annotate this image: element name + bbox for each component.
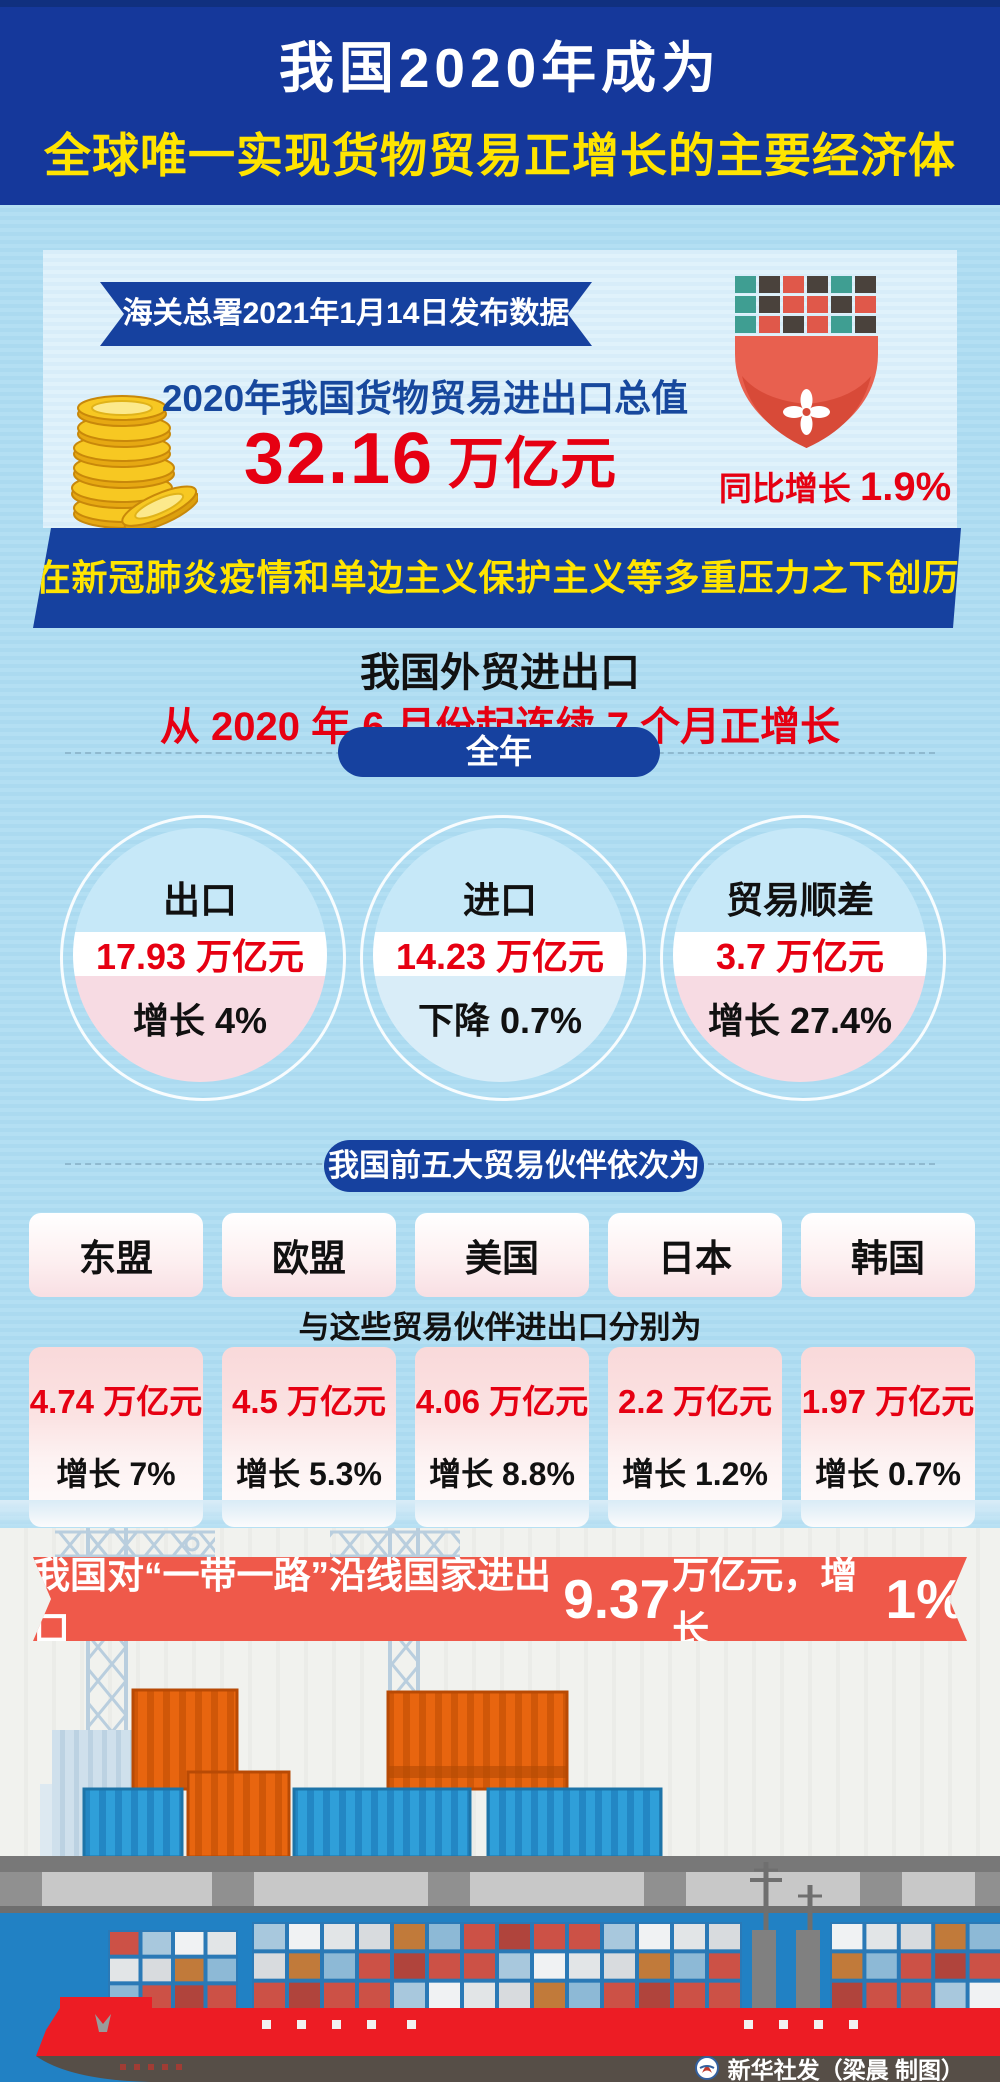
partner-value-card: 2.2 万亿元 增长 1.2% [608, 1347, 782, 1527]
partner-value: 2.2 万亿元 [617, 1383, 773, 1420]
container-ship [36, 1862, 1000, 2082]
circle-label: 贸易顺差 [673, 828, 927, 932]
belt-road-banner: 我国对“一带一路”沿线国家进出口 9.37 万亿元，增长 1% [33, 1557, 967, 1641]
scene-fade [0, 1500, 1000, 1530]
propeller-icon [783, 389, 830, 435]
record-high-strip: 在新冠肺炎疫情和单边主义保护主义等多重压力之下创历史新高 [33, 528, 961, 628]
stat-circle-import: 进口 14.23 万亿元 下降 0.7% [360, 815, 646, 1101]
partner-value-card: 4.74 万亿元 增长 7% [29, 1347, 203, 1527]
partner-card: 美国 [415, 1213, 589, 1297]
partner-card: 日本 [608, 1213, 782, 1297]
harbor-illustration [0, 1528, 1000, 2082]
banner-big-number: 9.37 [563, 1568, 671, 1630]
coin-stack-icon [71, 395, 198, 532]
circle-change: 增长 4% [73, 976, 327, 1082]
bow-emblem-icon [95, 2014, 111, 2032]
page-title: 我国2020年成为 [278, 37, 722, 99]
total-trade-number: 32.16 [243, 419, 435, 499]
stat-circle-surplus: 贸易顺差 3.7 万亿元 增长 27.4% [660, 815, 946, 1101]
partner-value: 4.74 万亿元 [29, 1383, 203, 1420]
partner-card: 东盟 [29, 1213, 203, 1297]
circle-value: 3.7 万亿元 [673, 932, 927, 977]
xinhua-logo-icon [694, 2056, 719, 2080]
circle-label: 出口 [73, 828, 327, 932]
yoy-growth: 同比增长 1.9% [690, 462, 980, 510]
credit-line: 新华社发（梁晨 制图） [694, 2051, 964, 2082]
partner-change: 增长 8.8% [429, 1456, 575, 1492]
total-trade-unit: 万亿元 [448, 432, 617, 495]
partner-value: 4.06 万亿元 [415, 1383, 589, 1420]
circle-value: 17.93 万亿元 [73, 932, 327, 977]
circle-label: 进口 [373, 828, 627, 932]
partner-value-card: 4.5 万亿元 增长 5.3% [222, 1347, 396, 1527]
banner-mid: 万亿元，增长 [672, 1555, 858, 1650]
partner-change: 增长 5.3% [236, 1456, 382, 1492]
harbor-scene [0, 1528, 1000, 2082]
partner-name-row: 东盟 欧盟 美国 日本 韩国 [29, 1213, 975, 1297]
header-banner: 我国2020年成为 全球唯一实现货物贸易正增长的主要经济体 [0, 0, 1000, 205]
partner-value-card: 4.06 万亿元 增长 8.8% [415, 1347, 589, 1527]
banner-prefix: 我国对“一带一路”沿线国家进出口 [33, 1555, 551, 1650]
page-subtitle: 全球唯一实现货物贸易正增长的主要经济体 [44, 129, 956, 182]
stat-circle-export: 出口 17.93 万亿元 增长 4% [60, 815, 346, 1101]
total-trade-value: 32.16 万亿元 [150, 418, 710, 500]
dock-quay [0, 1856, 1000, 1914]
yoy-label: 同比增长 [718, 470, 860, 507]
partner-card: 韩国 [801, 1213, 975, 1297]
partner-value: 1.97 万亿元 [801, 1383, 975, 1420]
partners-values-label: 与这些贸易伙伴进出口分别为 [298, 1310, 702, 1345]
source-ribbon: 海关总署2021年1月14日发布数据 [100, 282, 592, 346]
container-stack-icon [82, 1688, 663, 1859]
partner-card: 欧盟 [222, 1213, 396, 1297]
circle-change: 增长 27.4% [673, 976, 927, 1082]
circle-change: 下降 0.7% [373, 976, 627, 1082]
monthly-title: 我国外贸进出口 [360, 651, 640, 695]
credit-text: 新华社发（梁晨 制图） [727, 2057, 964, 2082]
partner-change: 增长 7% [56, 1456, 176, 1492]
top-partners-pill: 我国前五大贸易伙伴依次为 [324, 1140, 704, 1192]
partner-change: 增长 0.7% [815, 1456, 961, 1492]
full-year-pill: 全年 [338, 727, 660, 777]
cargo-ship-icon [735, 276, 878, 448]
yoy-number: 1.9% [860, 465, 952, 509]
circle-value: 14.23 万亿元 [373, 932, 627, 977]
partner-value-card: 1.97 万亿元 增长 0.7% [801, 1347, 975, 1527]
partner-value: 4.5 万亿元 [231, 1383, 387, 1420]
partner-change: 增长 1.2% [622, 1456, 768, 1492]
total-trade-label: 2020年我国货物贸易进出口总值 [161, 378, 689, 419]
partner-value-row: 4.74 万亿元 增长 7% 4.5 万亿元 增长 5.3% 4.06 万亿元 … [29, 1347, 975, 1527]
